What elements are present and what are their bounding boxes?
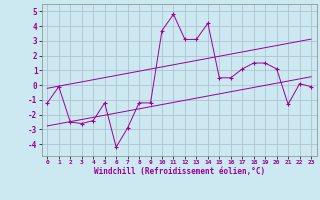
- X-axis label: Windchill (Refroidissement éolien,°C): Windchill (Refroidissement éolien,°C): [94, 167, 265, 176]
